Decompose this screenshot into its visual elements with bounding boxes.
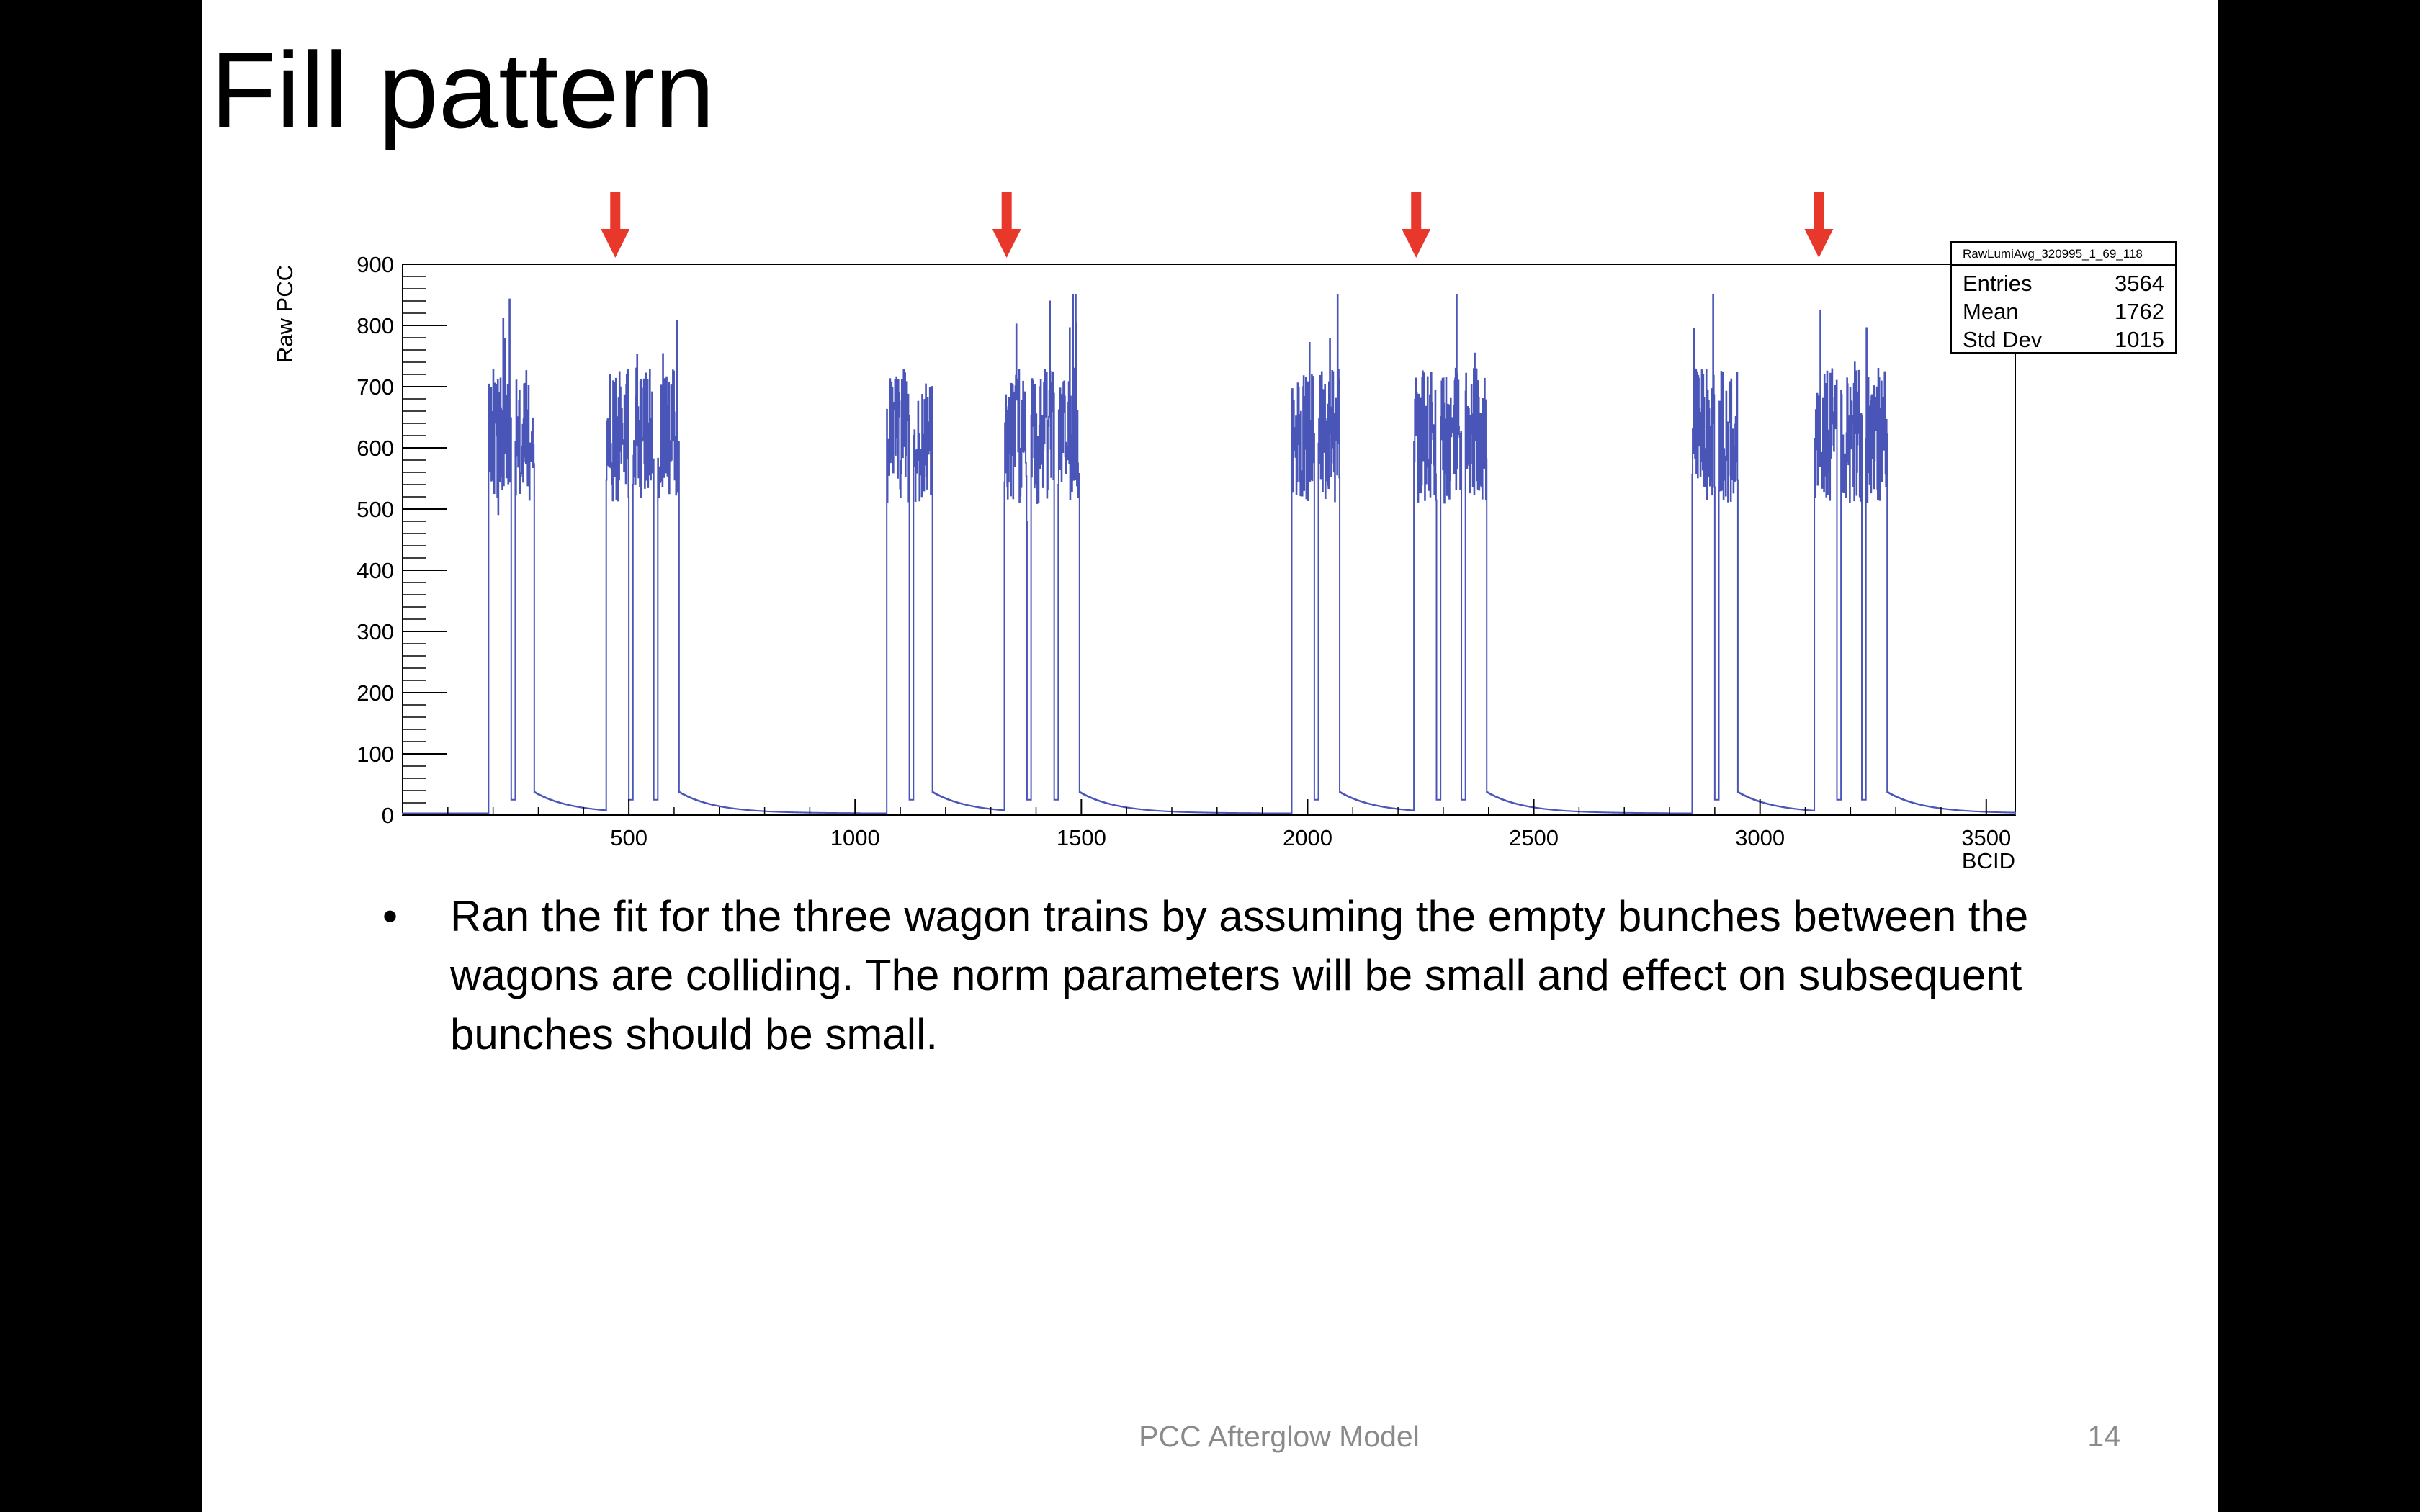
- stats-box: [1950, 241, 2177, 354]
- arrow-marker-head: [992, 229, 1021, 258]
- x-tick-label: 500: [610, 825, 647, 850]
- y-tick-label: 300: [357, 619, 394, 644]
- x-tick-label: 3500: [1961, 825, 2011, 850]
- x-tick-label: 2000: [1283, 825, 1332, 850]
- bullet-point: • Ran the fit for the three wagon trains…: [382, 887, 2183, 1064]
- x-axis-label: BCID: [1962, 848, 2015, 873]
- arrow-marker-shaft: [1814, 192, 1824, 232]
- slide: Fill pattern 0 100 200 300 400 500 600 700 800 90…: [202, 0, 2218, 1512]
- y-tick-label: 800: [357, 313, 394, 338]
- y-tick-label: 100: [357, 742, 394, 767]
- raw-pcc-histogram: 0 100 200 300 400 500 600 700 800 900 500 1000 1500 2…: [272, 192, 2177, 873]
- arrow-marker-head: [1402, 229, 1431, 258]
- arrow-marker-shaft: [1411, 192, 1422, 232]
- x-tick-label: 3000: [1735, 825, 1785, 850]
- y-axis-label: Raw PCC: [272, 265, 297, 363]
- plot-frame: [402, 264, 2016, 816]
- x-tick-label: 1000: [830, 825, 880, 850]
- y-tick-label: 200: [357, 680, 394, 706]
- y-tick-label: 500: [357, 497, 394, 522]
- bullet-dot: •: [382, 892, 398, 940]
- footer-title: PCC Afterglow Model: [1139, 1420, 1420, 1453]
- y-tick-label: 900: [357, 252, 394, 277]
- arrow-marker-shaft: [610, 192, 621, 232]
- x-tick-label: 1500: [1057, 825, 1106, 850]
- y-tick-label: 600: [357, 436, 394, 461]
- stats-row-label: Mean: [1963, 299, 2019, 324]
- slide-title: Fill pattern: [210, 30, 715, 150]
- y-tick-label: 400: [357, 558, 394, 583]
- y-tick-label: 700: [357, 374, 394, 400]
- y-tick-label: 0: [382, 803, 394, 828]
- page-number: 14: [2087, 1420, 2120, 1453]
- stats-row-value: 1015: [2115, 327, 2164, 352]
- arrow-marker-shaft: [1001, 192, 1012, 232]
- stats-row-value: 1762: [2115, 299, 2164, 324]
- bullet-text: Ran the fit for the three wagon trains b…: [450, 892, 2029, 1058]
- stats-row-label: Std Dev: [1963, 327, 2043, 352]
- arrow-marker-head: [601, 229, 630, 258]
- stats-box-title: RawLumiAvg_320995_1_69_118: [1963, 247, 2143, 261]
- arrow-marker-head: [1804, 229, 1834, 258]
- stats-row-label: Entries: [1963, 271, 2032, 296]
- stats-row-value: 3564: [2115, 271, 2164, 296]
- histogram-series: [402, 294, 2016, 815]
- x-tick-label: 2500: [1509, 825, 1559, 850]
